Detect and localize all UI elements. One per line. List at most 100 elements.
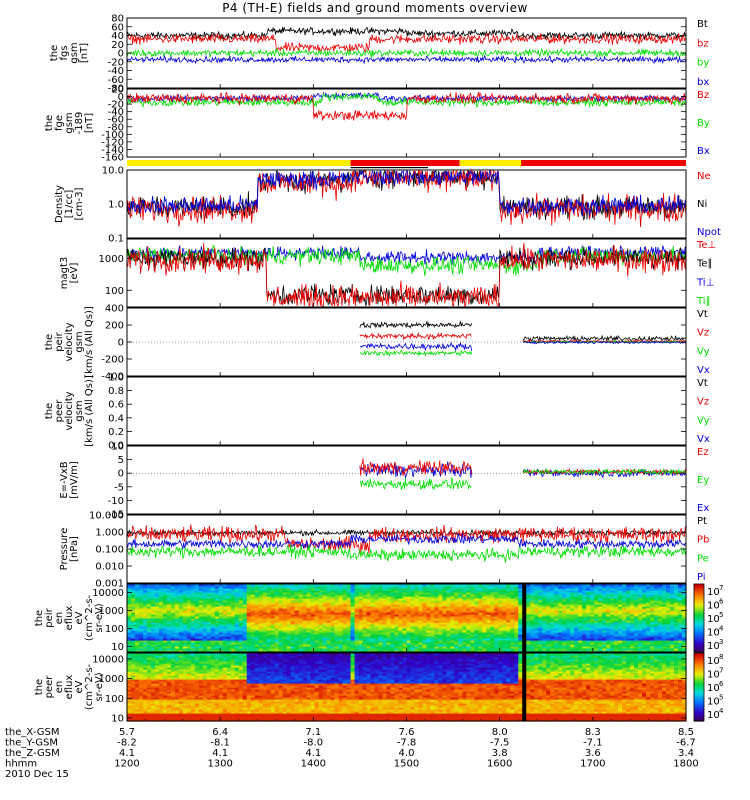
spec-cell [442, 632, 448, 635]
spec-cell [626, 610, 631, 613]
spec-cell [498, 630, 503, 633]
spec-cell [454, 586, 459, 589]
spec-cell [574, 642, 579, 645]
spec-cell [398, 618, 404, 621]
spec-cell [250, 632, 256, 635]
spec-cell [302, 598, 308, 601]
spec-cell [610, 610, 615, 613]
spec-cell [442, 602, 448, 605]
spec-cell [450, 608, 456, 611]
spec-cell [398, 634, 404, 637]
spec-cell [582, 586, 587, 589]
spec-cell [630, 586, 635, 589]
spec-cell [538, 628, 543, 631]
spec-cell [626, 620, 631, 623]
spec-cell [658, 602, 663, 605]
spec-cell [478, 608, 483, 611]
spec-cell [522, 612, 527, 615]
spec-cell [434, 616, 440, 619]
spec-cell [338, 638, 344, 641]
spec-cell [198, 644, 204, 647]
spec-cell [306, 590, 312, 593]
spec-cell [442, 584, 448, 587]
spec-cell [434, 640, 440, 643]
spec-cell [554, 618, 559, 621]
spec-cell [214, 644, 220, 647]
spec-cell [406, 584, 412, 587]
spec-cell [370, 626, 376, 629]
spec-cell [194, 646, 200, 649]
spec-cell [542, 614, 547, 617]
spec-cell [314, 596, 320, 599]
spec-cell [514, 638, 519, 641]
spec-cell [418, 596, 424, 599]
spec-cell [218, 594, 224, 597]
spec-cell [398, 612, 404, 615]
spec-cell [154, 618, 160, 621]
spec-cell [382, 622, 388, 625]
spec-cell [382, 640, 388, 643]
spec-cell [378, 600, 384, 603]
spec-cell [482, 632, 487, 635]
spec-cell [302, 650, 308, 653]
spec-cell [202, 628, 208, 631]
spec-cell [306, 650, 312, 653]
spec-cell [374, 604, 380, 607]
spec-cell [230, 600, 236, 603]
spec-cell [558, 618, 563, 621]
spec-cell [226, 590, 232, 593]
spec-cell [498, 588, 503, 591]
spec-cell [626, 618, 631, 621]
spec-cell [142, 634, 148, 637]
spec-cell [346, 618, 352, 621]
spec-cell [514, 622, 519, 625]
spec-cell [306, 592, 312, 595]
spec-cell [342, 620, 348, 623]
spec-cell [394, 592, 400, 595]
spec-cell [130, 612, 136, 615]
spec-cell [150, 626, 156, 629]
spec-cell [542, 626, 547, 629]
spec-cell [534, 620, 539, 623]
spec-cell [418, 634, 424, 637]
spec-cell [150, 646, 156, 649]
spec-cell [142, 699, 148, 702]
spec-cell [470, 584, 475, 587]
spec-cell [242, 586, 248, 589]
spec-cell [282, 588, 288, 591]
spec-cell [542, 646, 547, 649]
spec-cell [242, 600, 248, 603]
spec-cell [394, 624, 400, 627]
spec-cell [482, 588, 487, 591]
spec-cell [454, 598, 459, 601]
spec-cell [350, 648, 356, 651]
spec-cell [622, 588, 627, 591]
spec-cell [230, 598, 236, 601]
spec-cell [310, 590, 316, 593]
spec-cell [526, 620, 531, 623]
spec-cell [406, 600, 412, 603]
spec-cell [166, 636, 172, 639]
spec-cell [162, 630, 168, 633]
spec-cell [142, 604, 148, 607]
spec-cell [322, 622, 328, 625]
spec-cell [542, 596, 547, 599]
spec-cell [442, 612, 448, 615]
spec-cell [206, 640, 212, 643]
spec-cell [658, 636, 663, 639]
spec-cell [314, 644, 320, 647]
spec-cell [146, 701, 152, 704]
spec-cell [578, 588, 583, 591]
spec-cell [654, 630, 659, 633]
spec-cell [154, 602, 160, 605]
spec-cell [658, 604, 663, 607]
spec-cell [342, 632, 348, 635]
spec-cell [226, 646, 232, 649]
spec-cell [438, 630, 444, 633]
spec-cell [494, 584, 499, 587]
spec-cell [626, 616, 631, 619]
spec-cell [534, 630, 539, 633]
spec-cell [226, 588, 232, 591]
spec-cell [127, 600, 132, 603]
spec-cell [554, 594, 559, 597]
